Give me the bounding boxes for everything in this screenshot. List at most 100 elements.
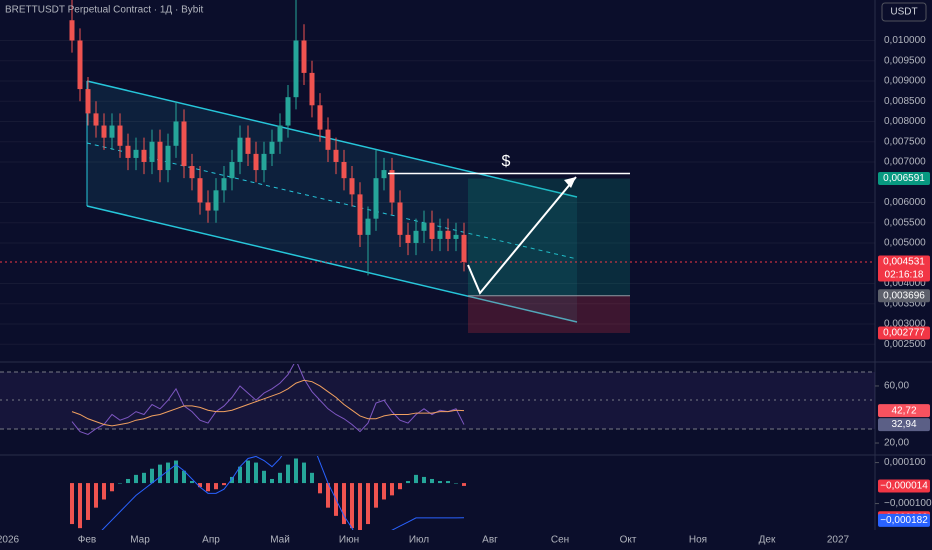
- histogram-bar: [270, 478, 274, 484]
- x-tick-label: Апр: [202, 535, 220, 546]
- histogram-bar: [158, 464, 162, 484]
- y-tick-label: −0,000100: [884, 498, 932, 509]
- price-badge: [878, 289, 930, 303]
- y-tick-label: 0,000100: [884, 457, 926, 468]
- candle-body: [285, 97, 291, 126]
- arrow-path: [467, 176, 577, 295]
- candle-body: [117, 125, 123, 146]
- histogram-bar: [398, 483, 402, 490]
- chart-title: BRETTUSDT Perpetual Contract · 1Д · Bybi…: [5, 5, 204, 16]
- price-badge: [878, 255, 930, 282]
- pane-1: [71, 364, 465, 436]
- candle-body: [373, 178, 379, 219]
- y-tick-label: 0,008000: [884, 116, 926, 127]
- x-tick-label: Мар: [130, 535, 150, 546]
- histogram-bar: [86, 483, 90, 520]
- x-tick-label: Фев: [78, 535, 96, 546]
- candle-body: [445, 230, 451, 239]
- candle-body: [189, 166, 195, 179]
- histogram-bar: [102, 483, 106, 500]
- histogram-bar: [142, 472, 146, 484]
- x-tick-label: Июн: [339, 535, 359, 546]
- histogram-bar: [446, 481, 450, 484]
- candle-body: [149, 141, 155, 162]
- candle-body: [293, 40, 299, 98]
- histogram-bar: [182, 470, 186, 484]
- price-badge: [878, 172, 930, 186]
- y-tick-label: 0,005000: [884, 238, 926, 249]
- pane-0: [0, 0, 875, 345]
- candle-body: [413, 230, 419, 243]
- y-tick-label: 0,009500: [884, 55, 926, 66]
- histogram-bar: [286, 464, 290, 484]
- channel-upper: [86, 80, 578, 198]
- histogram-bar: [198, 483, 202, 488]
- histogram-bar: [222, 483, 226, 486]
- y-tick-label: 0,002500: [884, 339, 926, 350]
- candle-body: [421, 222, 427, 231]
- candle-body: [133, 149, 139, 158]
- candle-body: [205, 202, 211, 211]
- histogram-bar: [278, 472, 282, 484]
- candle-body: [253, 153, 259, 171]
- candle-body: [173, 121, 179, 146]
- candle-body: [405, 234, 411, 243]
- candle-body: [461, 234, 467, 262]
- x-tick-label: Сен: [551, 535, 569, 546]
- y-tick-label: 0,007500: [884, 136, 926, 147]
- candle-body: [333, 149, 339, 162]
- indicator-line: [101, 456, 465, 530]
- y-tick-label: 0,003500: [884, 298, 926, 309]
- histogram-bar: [254, 462, 258, 484]
- x-tick-label: Ноя: [689, 535, 707, 546]
- price-badge-label: −0,000014: [880, 481, 928, 492]
- candle-body: [365, 218, 371, 235]
- candle-body: [237, 137, 243, 162]
- histogram-bar: [414, 474, 418, 484]
- y-tick-label: 0,006000: [884, 197, 926, 208]
- candle-body: [93, 113, 99, 126]
- histogram-bar: [326, 483, 330, 508]
- x-tick-label: Авг: [482, 535, 498, 546]
- histogram-bar: [430, 478, 434, 484]
- currency-label[interactable]: USDT: [890, 7, 917, 18]
- histogram-bar: [350, 483, 354, 529]
- stop-zone: [468, 295, 630, 333]
- drawings: $: [467, 153, 577, 295]
- histogram-bar: [166, 462, 170, 484]
- arrow-head: [564, 177, 576, 188]
- candle-body: [221, 178, 227, 191]
- y-tick-label: 0,005500: [884, 217, 926, 228]
- candle-body: [453, 234, 459, 239]
- histogram-bar: [454, 483, 458, 484]
- currency-button[interactable]: [881, 2, 927, 22]
- price-badge-label: 42,72: [891, 405, 916, 416]
- histogram-bar: [78, 483, 82, 529]
- histogram-bar: [366, 483, 370, 525]
- histogram-bar: [318, 483, 322, 494]
- x-tick-label: Окт: [620, 535, 637, 546]
- candle-body: [109, 125, 115, 138]
- histogram-bar: [294, 458, 298, 484]
- histogram-bar: [462, 483, 466, 486]
- candle-body: [157, 141, 163, 171]
- histogram-bar: [70, 483, 74, 525]
- indicator-line: [71, 379, 465, 427]
- histogram-bar: [238, 466, 242, 484]
- candle-body: [309, 72, 315, 106]
- candle-body: [181, 121, 187, 167]
- candle-body: [245, 137, 251, 154]
- candle-body: [69, 20, 75, 41]
- candle-body: [277, 125, 283, 142]
- candle-body: [381, 170, 387, 179]
- histogram-bar: [126, 478, 130, 484]
- channel-lower: [86, 205, 578, 323]
- candle-body: [389, 170, 395, 203]
- y-tick-label: 0,010000: [884, 35, 926, 46]
- histogram-bar: [438, 481, 442, 484]
- price-badge-label: 0,003696: [883, 290, 925, 301]
- y-tick-label: 0,008500: [884, 96, 926, 107]
- histogram-bar: [110, 483, 114, 492]
- price-badge: [878, 326, 930, 340]
